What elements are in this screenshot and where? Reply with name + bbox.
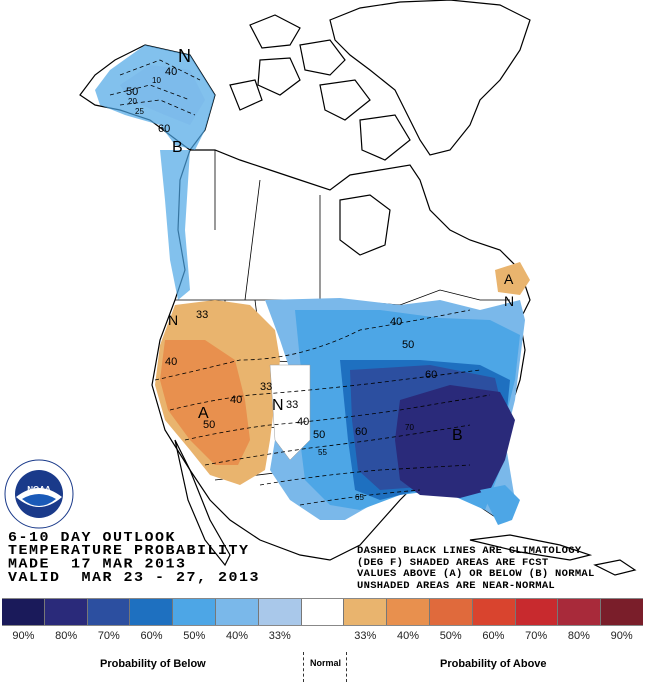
scale-swatch	[601, 599, 643, 625]
note-line-1: DASHED BLACK LINES ARE CLIMATOLOGY	[357, 545, 582, 557]
noaa-logo-text: NOAA	[27, 485, 51, 494]
scale-label: 50%	[439, 630, 462, 642]
scale-label: 90%	[12, 630, 35, 642]
scale-label: 80%	[567, 630, 590, 642]
west-40b-label: 40	[230, 394, 242, 406]
normal-divider-right	[346, 652, 347, 682]
scale-label	[301, 630, 344, 642]
probability-below-label: Probability of Below	[100, 658, 206, 670]
scale-label: 33%	[354, 630, 377, 642]
note-line-3: VALUES ABOVE (A) OR BELOW (B) NORMAL	[357, 568, 595, 580]
center-33-label: 33	[260, 381, 272, 393]
scale-label: 33%	[268, 630, 291, 642]
alaska-50-label: 50	[126, 86, 138, 98]
alaska-20-label: 20	[128, 97, 137, 106]
east-60-label: 60	[425, 369, 437, 381]
scale-label: 40%	[396, 630, 419, 642]
scale-swatch	[472, 599, 516, 625]
alaska-25-label: 25	[135, 107, 144, 116]
northeast-n-label: N	[504, 293, 514, 309]
outlook-title: 6-10 DAY OUTLOOK	[8, 529, 177, 546]
scale-label: 40%	[226, 630, 249, 642]
west-50-label: 50	[203, 419, 215, 431]
scale-label: 50%	[183, 630, 206, 642]
normal-divider-left	[303, 652, 304, 682]
center-normal-area	[269, 364, 311, 461]
northeast-a-label: A	[504, 271, 514, 287]
south-70-label: 70	[405, 423, 414, 432]
note-line-2: (DEG F) SHADED AREAS ARE FCST	[357, 556, 549, 569]
southeast-below-area-80	[395, 385, 515, 498]
northeast-above-area	[495, 262, 530, 295]
scale-swatch	[258, 599, 302, 625]
map-canvas: N 40 10 50 20 25 60 B N 33 40 A 50 40 33…	[79, 0, 637, 576]
outlook-made-date: MADE 17 MAR 2013	[8, 556, 187, 573]
east-50-label: 50	[402, 339, 414, 351]
probability-color-scale	[2, 598, 643, 626]
center-n-label: N	[272, 397, 284, 414]
west-40-label: 40	[165, 356, 177, 368]
forecast-map: N 40 10 50 20 25 60 B N 33 40 A 50 40 33…	[4, 0, 637, 576]
alaska-n-label: N	[178, 46, 191, 66]
scale-swatch	[87, 599, 131, 625]
scale-swatch	[344, 599, 388, 625]
west-a-label: A	[198, 405, 209, 422]
scale-swatch	[301, 599, 345, 625]
center-33b-label: 33	[286, 399, 298, 411]
scale-label: 80%	[55, 630, 78, 642]
noaa-logo: NOAA	[4, 459, 74, 529]
south-55-label: 55	[318, 448, 327, 457]
alaska-60-label: 60	[158, 123, 170, 135]
south-50-label: 50	[313, 429, 325, 441]
bc-coast-below-area	[160, 150, 190, 300]
alaska-b-label: B	[172, 139, 183, 156]
west-33-label: 33	[196, 309, 208, 321]
scale-swatch	[387, 599, 430, 625]
scale-swatch	[44, 599, 88, 625]
southeast-b-label: B	[452, 427, 463, 444]
scale-label: 90%	[610, 630, 633, 642]
scale-swatch	[130, 599, 174, 625]
outlook-valid-dates: VALID MAR 23 - 27, 2013	[8, 569, 261, 586]
alaska-10-label: 10	[152, 76, 161, 85]
map-notes: DASHED BLACK LINES ARE CLIMATOLOGY (DEG …	[357, 545, 595, 592]
south-60-label: 60	[355, 426, 367, 438]
south-65-label: 65	[355, 493, 364, 502]
west-n-label: N	[168, 312, 178, 328]
south-40-label: 40	[297, 416, 309, 428]
scale-swatch	[173, 599, 216, 625]
florida-below-area	[480, 485, 520, 525]
scale-label: 70%	[97, 630, 120, 642]
scale-swatch	[2, 599, 45, 625]
normal-label: Normal	[310, 658, 342, 668]
probability-scale-labels: 90% 80% 70% 60% 50% 40% 33% 33% 40% 50% 60% 70% 80% 9…	[2, 630, 643, 642]
note-line-4: UNSHADED AREAS ARE NEAR-NORMAL	[357, 579, 556, 592]
scale-label: 60%	[140, 630, 163, 642]
scale-swatch	[215, 599, 259, 625]
scale-swatch	[429, 599, 473, 625]
alaska-40-label: 40	[165, 66, 177, 78]
probability-above-label: Probability of Above	[440, 658, 547, 670]
outlook-type: TEMPERATURE PROBABILITY	[8, 542, 250, 559]
scale-swatch	[558, 599, 602, 625]
scale-swatch	[515, 599, 559, 625]
east-40-label: 40	[390, 316, 402, 328]
climatology-lines	[109, 59, 491, 506]
scale-label: 60%	[482, 630, 505, 642]
outlook-info: 6-10 DAY OUTLOOK TEMPERATURE PROBABILITY…	[8, 529, 261, 586]
scale-label: 70%	[525, 630, 548, 642]
